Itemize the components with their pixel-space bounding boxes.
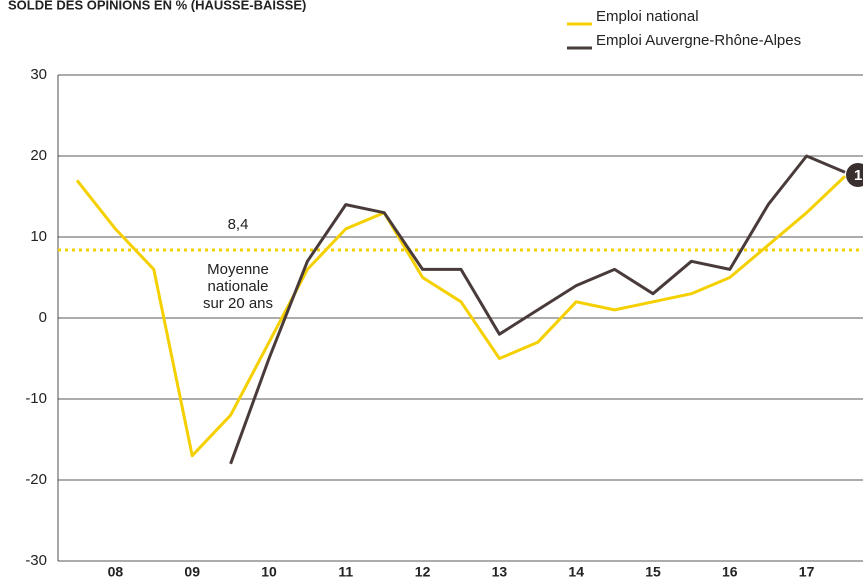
x-tick-label: 08 [108,564,124,580]
x-tick-label: 09 [184,564,200,580]
reference-note: Moyenne [207,261,269,278]
x-tick-label: 15 [645,564,661,580]
legend-label: Emploi national [596,8,699,25]
x-tick-label: 16 [722,564,738,580]
series-line [229,154,846,465]
legend-label: Emploi Auvergne-Rhône-Alpes [596,32,801,49]
x-tick-label: 10 [261,564,277,580]
y-tick-label: -10 [25,390,47,407]
reference-label: 8,4 [228,216,249,233]
x-tick-label: 14 [568,564,584,580]
reference-note: sur 20 ans [203,295,273,312]
x-tick-label: 13 [492,564,508,580]
chart-title: SOLDE DES OPINIONS EN % (HAUSSE-BAISSE) [8,0,306,12]
badge [846,163,863,187]
y-tick-label: 30 [30,66,47,83]
reference-note: nationale [208,278,269,295]
y-tick-label: 0 [39,309,47,326]
x-tick-label: 12 [415,564,431,580]
series-line [75,175,847,458]
x-tick-label: 11 [338,564,353,580]
y-tick-label: -20 [25,471,47,488]
y-tick-label: 20 [30,147,47,164]
badge-label: 1 [854,167,862,184]
x-tick-label: 17 [799,564,815,580]
y-tick-label: -30 [25,552,47,569]
y-tick-label: 10 [30,228,47,245]
